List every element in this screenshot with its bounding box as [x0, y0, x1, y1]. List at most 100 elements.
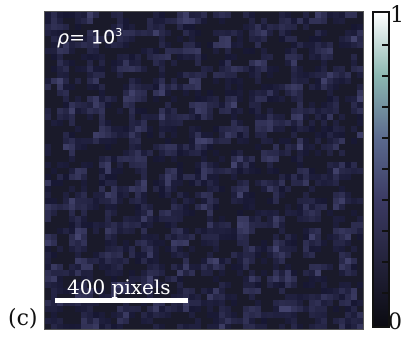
speckle-cell	[357, 90, 363, 96]
speckle-cell	[327, 150, 333, 156]
speckle-cell	[237, 198, 243, 204]
speckle-cell	[135, 210, 141, 216]
speckle-cell	[321, 306, 327, 312]
speckle-cell	[141, 258, 147, 264]
colorbar-tick	[382, 292, 388, 294]
speckle-cell	[153, 60, 159, 66]
speckle-cell	[177, 324, 183, 329]
speckle-cell	[351, 306, 357, 312]
speckle-cell	[309, 300, 315, 306]
speckle-cell	[195, 60, 201, 66]
speckle-cell	[333, 18, 339, 24]
speckle-cell	[303, 216, 309, 222]
speckle-cell	[45, 174, 51, 180]
speckle-cell	[285, 12, 291, 18]
speckle-cell	[165, 312, 171, 318]
speckle-cell	[63, 288, 69, 294]
speckle-cell	[63, 66, 69, 72]
speckle-cell	[141, 300, 147, 306]
speckle-cell	[267, 282, 273, 288]
speckle-cell	[255, 90, 261, 96]
speckle-cell	[201, 258, 207, 264]
speckle-cell	[315, 318, 321, 324]
speckle-cell	[309, 18, 315, 24]
speckle-cell	[135, 204, 141, 210]
speckle-cell	[177, 216, 183, 222]
speckle-cell	[99, 132, 105, 138]
speckle-cell	[57, 60, 63, 66]
speckle-cell	[45, 48, 51, 54]
speckle-cell	[147, 312, 153, 318]
speckle-cell	[45, 216, 51, 222]
speckle-cell	[189, 48, 195, 54]
speckle-cell	[285, 60, 291, 66]
speckle-cell	[345, 72, 351, 78]
speckle-cell	[171, 108, 177, 114]
speckle-cell	[255, 120, 261, 126]
speckle-cell	[123, 228, 129, 234]
speckle-cell	[105, 204, 111, 210]
speckle-cell	[87, 294, 93, 300]
speckle-cell	[315, 150, 321, 156]
speckle-cell	[267, 246, 273, 252]
speckle-cell	[333, 306, 339, 312]
speckle-cell	[231, 234, 237, 240]
speckle-cell	[183, 270, 189, 276]
speckle-cell	[237, 96, 243, 102]
speckle-cell	[249, 222, 255, 228]
speckle-cell	[75, 12, 81, 18]
speckle-cell	[81, 324, 87, 329]
speckle-cell	[357, 132, 363, 138]
speckle-cell	[333, 102, 339, 108]
speckle-cell	[81, 240, 87, 246]
speckle-cell	[225, 72, 231, 78]
speckle-cell	[177, 150, 183, 156]
speckle-cell	[321, 30, 327, 36]
speckle-cell	[315, 198, 321, 204]
speckle-cell	[207, 240, 213, 246]
speckle-cell	[219, 126, 225, 132]
speckle-cell	[297, 204, 303, 210]
speckle-cell	[93, 288, 99, 294]
speckle-cell	[291, 246, 297, 252]
speckle-cell	[327, 234, 333, 240]
speckle-cell	[111, 288, 117, 294]
speckle-cell	[195, 102, 201, 108]
speckle-cell	[291, 114, 297, 120]
speckle-cell	[195, 108, 201, 114]
speckle-cell	[51, 36, 57, 42]
speckle-cell	[141, 186, 147, 192]
speckle-cell	[189, 114, 195, 120]
speckle-cell	[159, 144, 165, 150]
speckle-cell	[51, 270, 57, 276]
speckle-cell	[321, 120, 327, 126]
speckle-cell	[111, 234, 117, 240]
speckle-cell	[213, 198, 219, 204]
speckle-cell	[51, 312, 57, 318]
speckle-cell	[75, 138, 81, 144]
speckle-cell	[201, 54, 207, 60]
speckle-cell	[171, 252, 177, 258]
speckle-cell	[279, 324, 285, 329]
speckle-cell	[315, 180, 321, 186]
speckle-cell	[75, 18, 81, 24]
speckle-cell	[153, 252, 159, 258]
speckle-cell	[309, 216, 315, 222]
speckle-cell	[237, 150, 243, 156]
speckle-cell	[213, 234, 219, 240]
speckle-cell	[51, 282, 57, 288]
speckle-cell	[105, 324, 111, 329]
speckle-cell	[57, 108, 63, 114]
speckle-cell	[345, 252, 351, 258]
speckle-cell	[81, 108, 87, 114]
colorbar-tick	[382, 199, 388, 201]
speckle-cell	[273, 126, 279, 132]
speckle-cell	[273, 264, 279, 270]
speckle-cell	[315, 216, 321, 222]
speckle-cell	[327, 132, 333, 138]
speckle-cell	[147, 210, 153, 216]
speckle-cell	[189, 30, 195, 36]
speckle-cell	[315, 78, 321, 84]
speckle-cell	[225, 126, 231, 132]
speckle-cell	[207, 114, 213, 120]
